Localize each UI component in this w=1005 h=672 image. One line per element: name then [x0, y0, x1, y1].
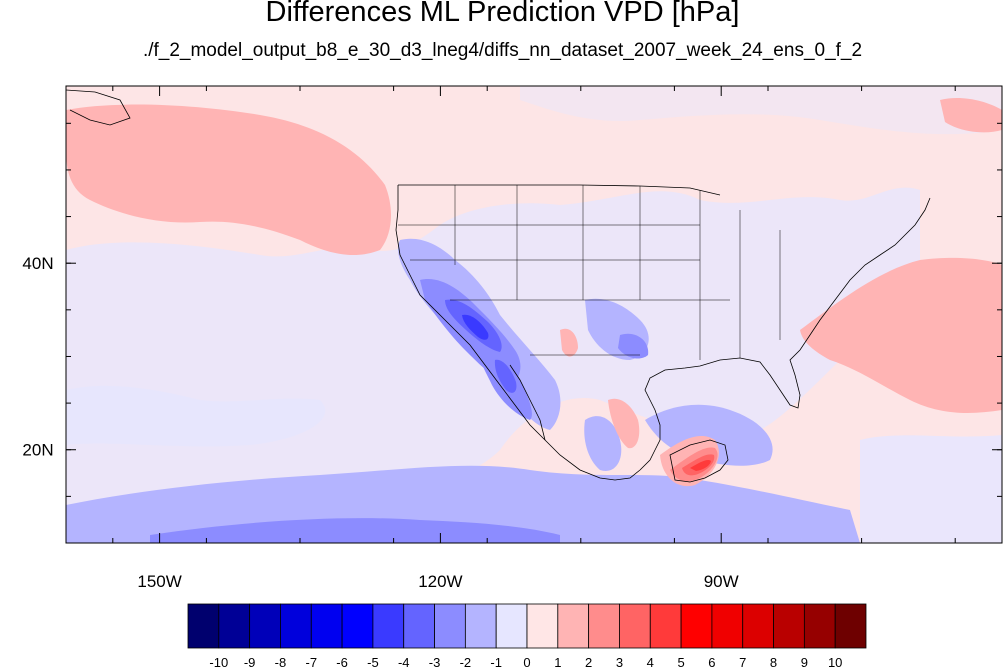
colorbar-swatch	[526, 603, 559, 649]
map-field	[66, 86, 1002, 543]
colorbar-label: -2	[460, 655, 472, 670]
colorbar-swatch	[803, 603, 836, 649]
colorbar-label: -10	[209, 655, 228, 670]
colorbar-label: 3	[616, 655, 623, 670]
colorbar-label: 8	[770, 655, 777, 670]
colorbar-swatch	[280, 603, 312, 649]
page-subtitle: ./f_2_model_output_b8_e_30_d3_lneg4/diff…	[142, 40, 863, 61]
lon-tick-label: 150W	[137, 572, 181, 591]
colorbar-swatch	[403, 603, 435, 649]
coastlines	[66, 89, 931, 483]
colorbar-label: -3	[429, 655, 441, 670]
colorbar	[187, 603, 867, 649]
positive-regions-5	[690, 459, 711, 471]
lat-tick-label: 20N	[22, 441, 53, 460]
colorbar-label: -8	[275, 655, 287, 670]
colorbar-label: -4	[398, 655, 410, 670]
colorbar-label: -7	[305, 655, 317, 670]
colorbar-label: 2	[585, 655, 592, 670]
colorbar-swatch	[434, 603, 466, 649]
colorbar-label: 7	[739, 655, 746, 670]
colorbar-label: -6	[336, 655, 348, 670]
colorbar-label: -1	[490, 655, 502, 670]
colorbar-swatch	[341, 603, 374, 649]
tick-marks	[66, 86, 1002, 543]
colorbar-swatch	[619, 603, 651, 649]
map-frame	[65, 85, 1003, 544]
state-borders	[398, 185, 781, 360]
colorbar-swatch	[742, 603, 774, 649]
colorbar-swatch	[711, 603, 744, 649]
colorbar-label: 6	[708, 655, 715, 670]
colorbar-swatch	[187, 603, 220, 649]
colorbar-swatch	[310, 603, 343, 649]
colorbar-swatch	[372, 603, 405, 649]
colorbar-labels: -10 -9 -8 -7 -6 -5 -4 -3 -2 -1 0 1 2 3 4 5 6 7 8 9 10	[209, 655, 842, 670]
colorbar-label: 1	[554, 655, 561, 670]
lat-tick-label: 40N	[22, 254, 53, 273]
colorbar-swatch	[834, 603, 867, 649]
negative-regions-5	[462, 314, 489, 340]
lon-tick-label: 90W	[704, 572, 739, 591]
colorbar-swatch	[218, 603, 251, 649]
axis-labels: 150W 120W 90W 40N 20N	[22, 254, 738, 591]
colorbar-swatch	[773, 603, 805, 649]
positive-regions-2	[66, 98, 1002, 487]
colorbar-swatch	[588, 603, 620, 649]
colorbar-label: -5	[367, 655, 379, 670]
colorbar-label: 9	[801, 655, 808, 670]
colorbar-swatch	[464, 603, 497, 649]
colorbar-swatch	[557, 603, 590, 649]
page-title: Differences ML Prediction VPD [hPa]	[265, 0, 740, 28]
colorbar-swatch	[495, 603, 528, 649]
lon-tick-label: 120W	[418, 572, 462, 591]
colorbar-swatch	[649, 603, 682, 649]
colorbar-label: -9	[244, 655, 256, 670]
colorbar-label: 5	[677, 655, 684, 670]
colorbar-label: 10	[828, 655, 842, 670]
colorbar-label: 4	[647, 655, 654, 670]
colorbar-swatch	[680, 603, 713, 649]
colorbar-label: 0	[523, 655, 530, 670]
colorbar-swatch	[249, 603, 281, 649]
